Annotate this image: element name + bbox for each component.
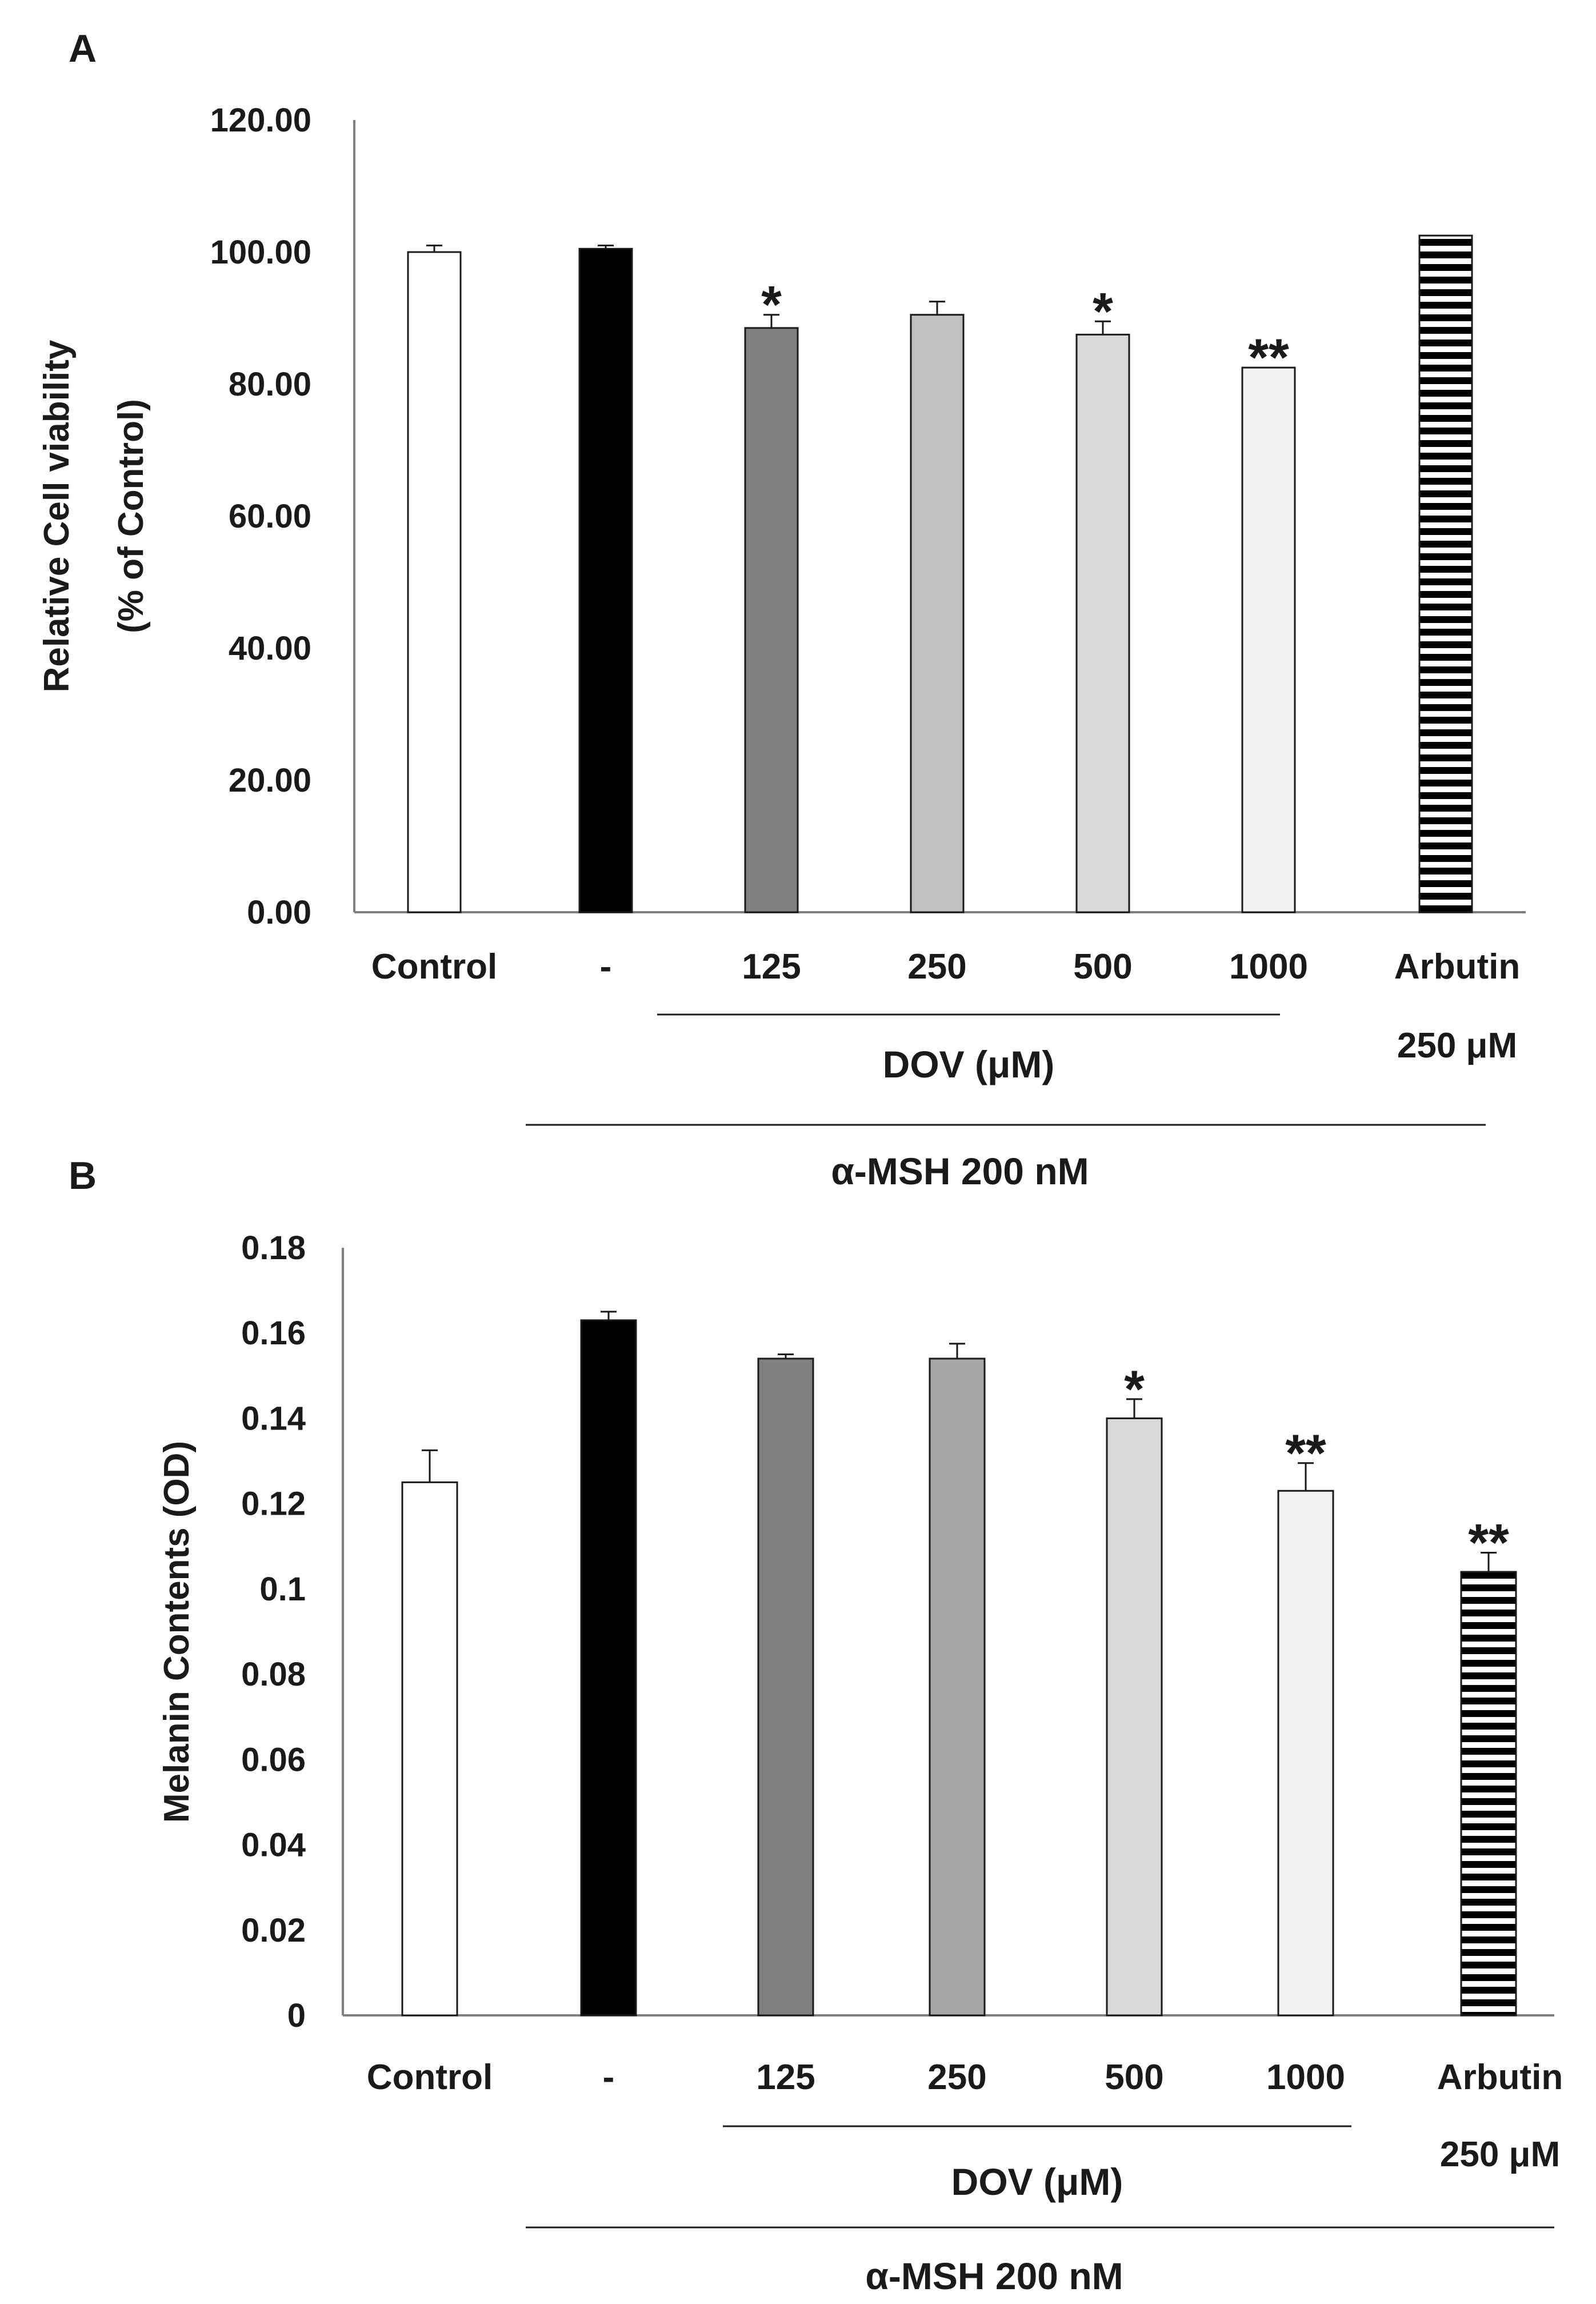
significance-marker: * (761, 276, 782, 334)
panel-a: A 0.00 20.00 40.00 60.00 80.00 100.00 120.00 Rel… (37, 27, 1526, 1192)
bar-5 (1106, 1417, 1163, 2017)
bar-7 (1460, 1571, 1517, 2017)
bar-7 (1418, 234, 1473, 913)
bar-3 (757, 1357, 814, 2017)
y-tick-label: 20.00 (229, 762, 311, 799)
x-category-label: 125 (742, 947, 801, 987)
y-axis-label: (% of Control) (111, 399, 151, 633)
y-tick-label: 40.00 (229, 630, 311, 667)
panel-b: B 0 0.02 0.04 0.06 0.08 0.1 0.12 0.14 0.16 0.18 Mel… (69, 1154, 1563, 2297)
x-category-label: 500 (1073, 947, 1132, 987)
y-tick-label: 0.12 (241, 1486, 306, 1523)
significance-marker: * (1093, 282, 1113, 341)
x-category-label: Control (367, 2058, 493, 2097)
y-tick-label: 0.02 (241, 1912, 306, 1949)
bar-6 (1277, 1490, 1334, 2017)
y-tick-label: 0.06 (241, 1741, 306, 1778)
y-tick-label: 60.00 (229, 498, 311, 535)
x-category-label: Arbutin (1437, 2058, 1563, 2097)
significance-marker: ** (1468, 1514, 1509, 1572)
significance-marker: ** (1285, 1424, 1326, 1483)
x-category-label: - (600, 947, 612, 987)
bar-4 (910, 314, 965, 913)
bar-5 (1075, 333, 1130, 913)
x-category-label: - (603, 2058, 615, 2097)
significance-marker: * (1124, 1360, 1145, 1419)
bar-2 (580, 1319, 637, 2017)
bar-1 (407, 251, 462, 913)
y-tick-label: 0.16 (241, 1315, 306, 1352)
treatment-label: α-MSH 200 nM (831, 1150, 1089, 1192)
y-tick-label: 0.04 (241, 1827, 306, 1864)
x-category-label: Arbutin (1394, 947, 1520, 987)
significance-marker: ** (1248, 329, 1289, 387)
x-category-sublabel: 250 μM (1440, 2135, 1560, 2174)
y-tick-label: 120.00 (210, 102, 311, 139)
y-tick-label: 0.18 (241, 1229, 306, 1267)
panel-label: B (69, 1154, 97, 1197)
bar-4 (929, 1357, 986, 2017)
y-tick-label: 100.00 (210, 234, 311, 271)
y-tick-label: 0.1 (259, 1571, 306, 1608)
x-category-sublabel: 250 μM (1397, 1026, 1517, 1065)
y-tick-label: 0.08 (241, 1656, 306, 1693)
y-tick-label: 0.14 (241, 1400, 306, 1437)
x-category-label: 500 (1105, 2058, 1163, 2097)
x-category-label: 1000 (1266, 2058, 1345, 2097)
x-category-label: 1000 (1229, 947, 1308, 987)
bar-3 (744, 327, 799, 913)
x-category-label: Control (371, 947, 497, 987)
y-tick-label: 0 (287, 1997, 306, 2034)
y-axis-label: Melanin Contents (OD) (157, 1441, 197, 1823)
x-category-label: 125 (756, 2058, 815, 2097)
bar-1 (401, 1481, 458, 2017)
x-category-label: 250 (927, 2058, 986, 2097)
panel-label: A (69, 27, 97, 70)
bar-6 (1241, 366, 1296, 913)
bar-2 (578, 247, 633, 913)
dose-group-label: DOV (μM) (883, 1043, 1055, 1085)
dose-group-label: DOV (μM) (951, 2161, 1123, 2203)
y-tick-label: 80.00 (229, 366, 311, 403)
treatment-label: α-MSH 200 nM (865, 2255, 1123, 2297)
y-axis-label: Relative Cell viability (37, 340, 77, 692)
y-tick-label: 0.00 (247, 894, 311, 931)
x-category-label: 250 (907, 947, 966, 987)
